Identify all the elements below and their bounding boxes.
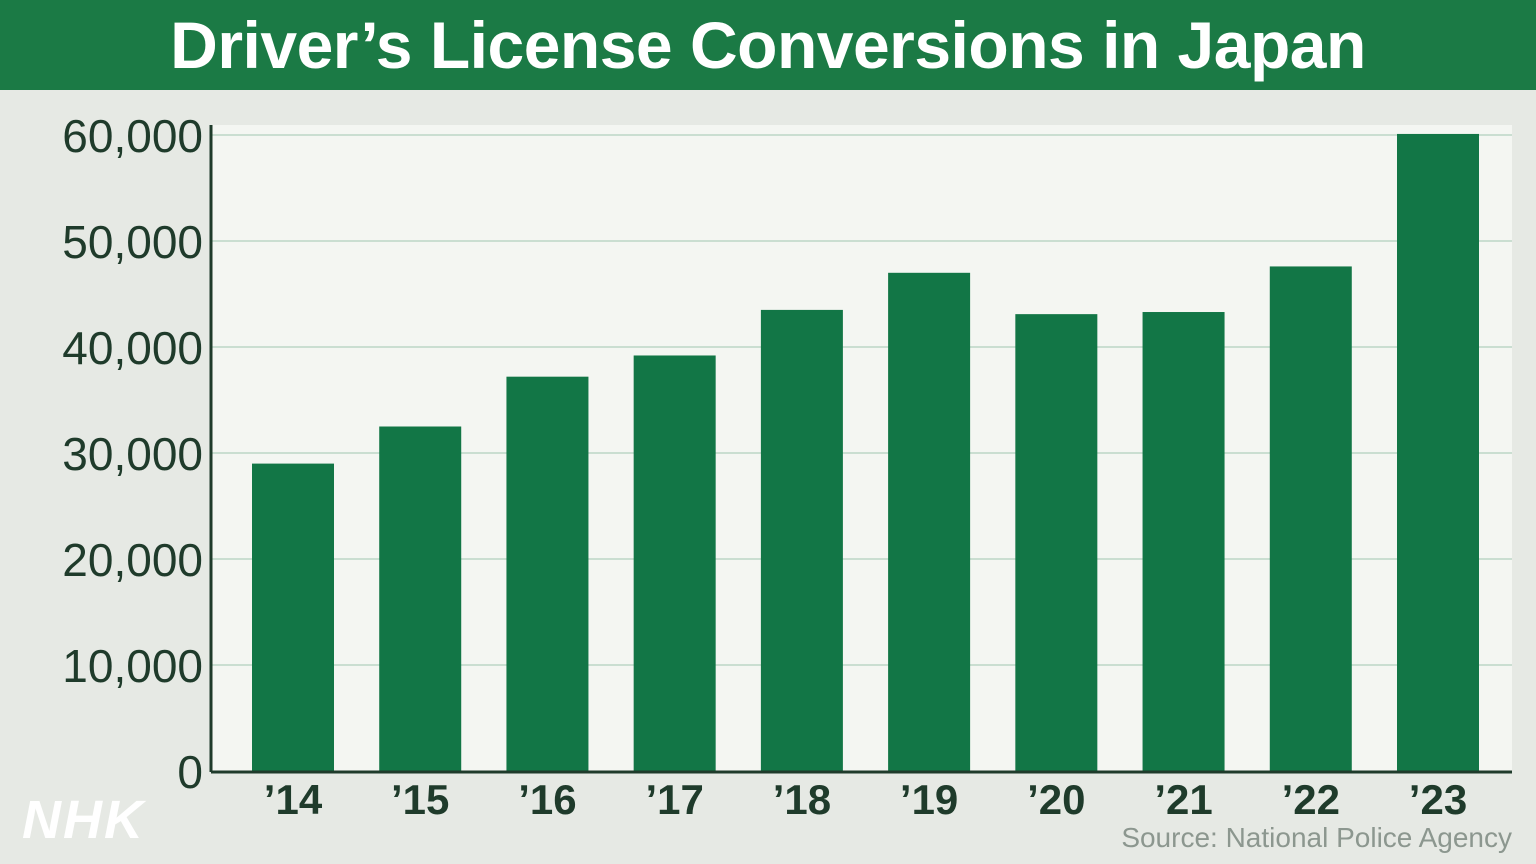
y-tick-label: 60,000: [62, 110, 203, 162]
bar: [1015, 314, 1098, 771]
bar-chart: 0 10,000 20,000 30,000 40,000 50,000 60,000 ’14…: [62, 110, 1512, 823]
y-tick-label: 30,000: [62, 428, 203, 480]
bar: [633, 355, 716, 771]
x-tick-label: ’20: [1027, 776, 1085, 823]
y-tick-label: 0: [177, 746, 203, 798]
source-note: Source: National Police Agency: [1121, 822, 1512, 853]
chart-title: Driver’s License Conversions in Japan: [170, 8, 1366, 82]
x-tick-label: ’15: [391, 776, 449, 823]
bar: [1142, 312, 1225, 771]
x-tick-label: ’18: [773, 776, 831, 823]
x-tick-label: ’22: [1282, 776, 1340, 823]
y-tick-label: 20,000: [62, 534, 203, 586]
bar: [252, 463, 334, 771]
y-tick-label: 10,000: [62, 640, 203, 692]
bar: [888, 272, 971, 771]
y-tick-label: 50,000: [62, 216, 203, 268]
bar: [379, 426, 462, 771]
x-tick-label: ’17: [645, 776, 703, 823]
x-tick-label: ’23: [1409, 776, 1467, 823]
x-tick-label: ’14: [264, 776, 323, 823]
x-tick-label: ’19: [900, 776, 958, 823]
x-tick-label: ’21: [1154, 776, 1212, 823]
bar: [1269, 266, 1352, 771]
title-bar: Driver’s License Conversions in Japan: [0, 0, 1536, 90]
bar: [760, 309, 843, 771]
bar: [1397, 133, 1479, 771]
bar: [506, 376, 589, 771]
nhk-logo: NHK: [22, 790, 145, 850]
y-tick-label: 40,000: [62, 322, 203, 374]
x-tick-label: ’16: [518, 776, 576, 823]
